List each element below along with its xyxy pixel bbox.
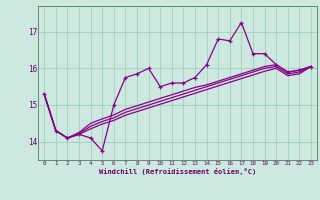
X-axis label: Windchill (Refroidissement éolien,°C): Windchill (Refroidissement éolien,°C): [99, 168, 256, 175]
